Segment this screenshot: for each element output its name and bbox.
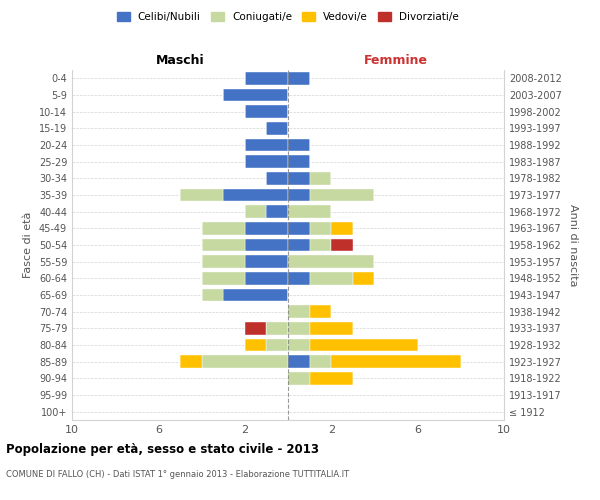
Bar xyxy=(245,222,288,234)
Bar xyxy=(288,72,310,85)
Bar xyxy=(288,156,310,168)
Bar xyxy=(245,256,288,268)
Bar xyxy=(310,306,331,318)
Bar xyxy=(310,188,374,201)
Bar xyxy=(288,138,310,151)
Bar xyxy=(245,322,266,334)
Bar xyxy=(310,372,353,384)
Text: Femmine: Femmine xyxy=(364,54,428,66)
Legend: Celibi/Nubili, Coniugati/e, Vedovi/e, Divorziati/e: Celibi/Nubili, Coniugati/e, Vedovi/e, Di… xyxy=(113,8,463,26)
Bar xyxy=(310,222,331,234)
Bar xyxy=(223,188,288,201)
Bar xyxy=(245,272,288,284)
Bar xyxy=(331,222,353,234)
Bar xyxy=(223,289,288,301)
Bar xyxy=(288,222,310,234)
Bar xyxy=(310,272,353,284)
Bar xyxy=(202,256,245,268)
Text: Maschi: Maschi xyxy=(155,54,205,66)
Bar xyxy=(288,306,310,318)
Bar xyxy=(288,322,310,334)
Bar xyxy=(288,256,374,268)
Bar xyxy=(310,322,353,334)
Bar xyxy=(266,339,288,351)
Bar xyxy=(266,122,288,134)
Bar xyxy=(245,156,288,168)
Bar xyxy=(202,222,245,234)
Bar xyxy=(288,188,310,201)
Y-axis label: Anni di nascita: Anni di nascita xyxy=(568,204,578,286)
Bar xyxy=(288,272,310,284)
Bar xyxy=(245,138,288,151)
Bar xyxy=(245,106,288,118)
Bar xyxy=(288,356,310,368)
Bar xyxy=(266,322,288,334)
Bar xyxy=(245,239,288,251)
Bar xyxy=(310,239,331,251)
Bar xyxy=(288,339,310,351)
Y-axis label: Fasce di età: Fasce di età xyxy=(23,212,33,278)
Bar xyxy=(223,89,288,101)
Bar xyxy=(288,172,310,184)
Bar xyxy=(288,206,331,218)
Bar xyxy=(353,272,374,284)
Bar xyxy=(331,239,353,251)
Bar xyxy=(245,339,266,351)
Bar xyxy=(180,356,202,368)
Bar xyxy=(180,188,223,201)
Bar xyxy=(202,356,288,368)
Bar xyxy=(245,72,288,85)
Bar xyxy=(331,356,461,368)
Bar xyxy=(310,339,418,351)
Bar xyxy=(310,172,331,184)
Bar xyxy=(266,206,288,218)
Bar xyxy=(202,289,223,301)
Bar xyxy=(266,172,288,184)
Bar xyxy=(288,372,310,384)
Bar xyxy=(202,239,245,251)
Bar xyxy=(288,239,310,251)
Bar xyxy=(202,272,245,284)
Bar xyxy=(310,356,331,368)
Text: COMUNE DI FALLO (CH) - Dati ISTAT 1° gennaio 2013 - Elaborazione TUTTITALIA.IT: COMUNE DI FALLO (CH) - Dati ISTAT 1° gen… xyxy=(6,470,349,479)
Bar xyxy=(245,206,266,218)
Text: Popolazione per età, sesso e stato civile - 2013: Popolazione per età, sesso e stato civil… xyxy=(6,442,319,456)
